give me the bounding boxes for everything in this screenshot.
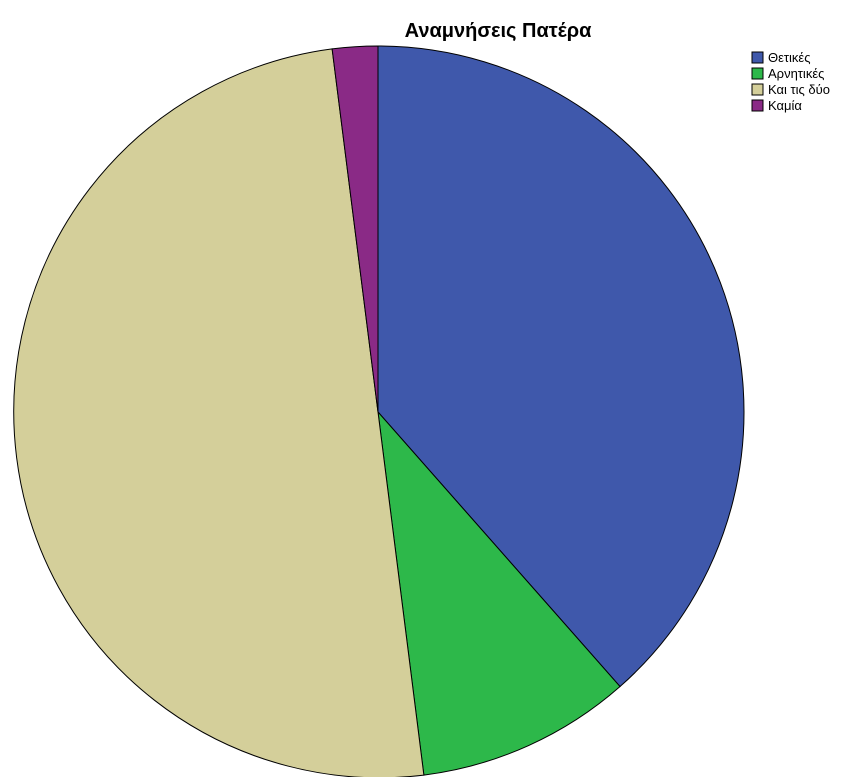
pie-slice-2 [377,410,621,776]
legend-label-3: Και τις δύο [768,82,830,97]
pie-slice-1 [377,45,745,688]
legend-swatch-2 [751,67,764,80]
legend-swatch-1 [751,51,764,64]
legend-label-4: Καμία [768,98,802,113]
legend-swatch-4 [751,99,764,112]
legend-label-2: Αρνητικές [768,66,824,81]
legend-label-1: Θετικές [768,50,811,65]
pie-slice-4 [331,45,379,413]
legend-swatch-3 [751,83,764,96]
pie-slices [13,45,745,777]
pie-slice-3 [13,48,425,777]
chart-title: Αναμνήσεις Πατέρα [405,20,592,42]
